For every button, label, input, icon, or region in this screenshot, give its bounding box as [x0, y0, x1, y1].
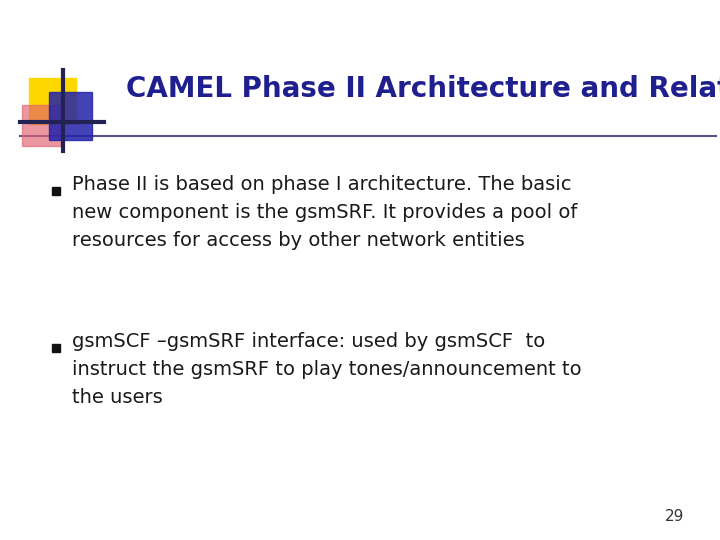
Text: Phase II is based on phase I architecture. The basic
new component is the gsmSRF: Phase II is based on phase I architectur… [72, 176, 577, 251]
Text: 29: 29 [665, 509, 684, 524]
Text: gsmSCF –gsmSRF interface: used by gsmSCF  to
instruct the gsmSRF to play tones/a: gsmSCF –gsmSRF interface: used by gsmSCF… [72, 332, 582, 407]
FancyBboxPatch shape [22, 105, 61, 146]
FancyBboxPatch shape [52, 187, 60, 195]
FancyBboxPatch shape [49, 92, 92, 140]
Text: CAMEL Phase II Architecture and Relationship: CAMEL Phase II Architecture and Relation… [126, 75, 720, 103]
FancyBboxPatch shape [29, 78, 76, 124]
FancyBboxPatch shape [52, 343, 60, 352]
